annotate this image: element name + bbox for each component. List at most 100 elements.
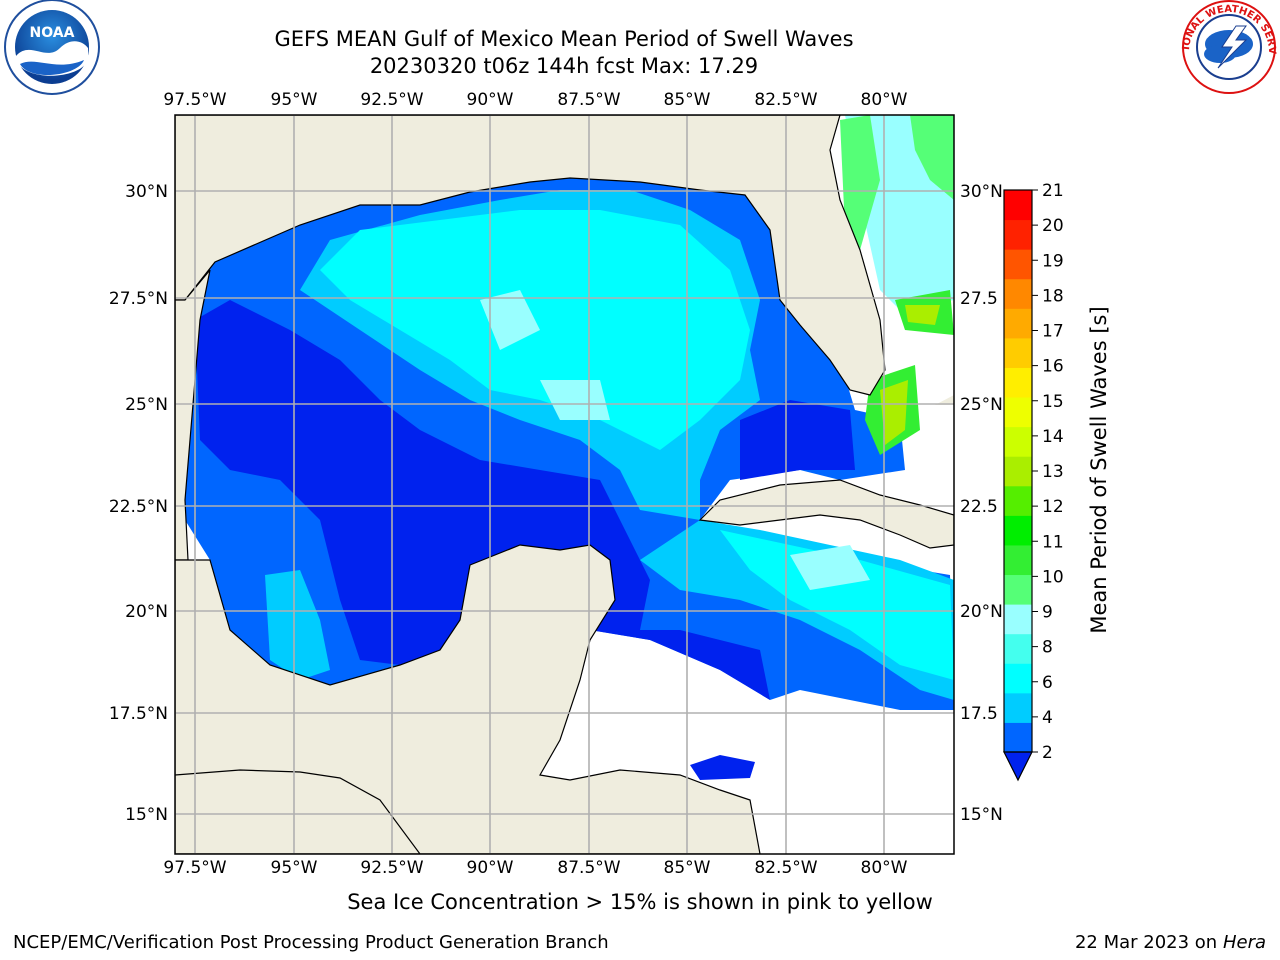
colorbar-segment bbox=[1004, 219, 1032, 250]
lat-labels-left: 30°N 27.5°N 25°N 22.5°N 20°N 17.5°N 15°N bbox=[109, 182, 168, 825]
colorbar-tick-label: 17 bbox=[1042, 322, 1064, 342]
chart-title: GEFS MEAN Gulf of Mexico Mean Period of … bbox=[274, 27, 854, 51]
lat-label: 27.5°N bbox=[109, 289, 168, 309]
colorbar-under-arrow bbox=[1003, 751, 1033, 782]
graticule bbox=[175, 115, 954, 854]
footer-left: NCEP/EMC/Verification Post Processing Pr… bbox=[13, 932, 609, 953]
noaa-logo: NOAA bbox=[4, 0, 100, 95]
colorbar-tick-label: 18 bbox=[1042, 286, 1064, 306]
lat-label: 27.5 bbox=[960, 289, 998, 309]
footer-date: 22 Mar 2023 on bbox=[1074, 932, 1218, 953]
colorbar-segment bbox=[1004, 692, 1032, 723]
land-bahamas bbox=[935, 395, 954, 405]
colorbar-segment bbox=[1004, 544, 1032, 576]
swell-region-under-2s-florida bbox=[740, 400, 855, 480]
lon-label: 90°W bbox=[467, 858, 514, 878]
colorbar-tick-label: 12 bbox=[1042, 497, 1064, 517]
lon-label: 87.5°W bbox=[557, 858, 620, 878]
colorbar-tick-label: 15 bbox=[1042, 392, 1064, 412]
colorbar-segment bbox=[1004, 722, 1032, 753]
colorbar-tick-label: 19 bbox=[1042, 251, 1064, 271]
footer-host: Hera bbox=[1222, 932, 1266, 953]
colorbar-tick-label: 10 bbox=[1042, 567, 1064, 587]
lat-label: 17.5 bbox=[960, 704, 998, 724]
lat-label: 20°N bbox=[960, 602, 1003, 622]
colorbar-segment bbox=[1004, 574, 1032, 605]
colorbar-segment bbox=[1004, 278, 1032, 309]
lon-label: 95°W bbox=[271, 858, 318, 878]
colorbar-tick-label: 14 bbox=[1042, 427, 1064, 447]
land-us-gulf-coast bbox=[175, 115, 886, 396]
colorbar-segment bbox=[1004, 367, 1032, 398]
colorbar-tick-label: 20 bbox=[1042, 216, 1064, 236]
lat-label: 25°N bbox=[125, 395, 168, 415]
colorbar-tick-label: 8 bbox=[1042, 638, 1053, 658]
swell-region-12-14s bbox=[880, 305, 940, 445]
swell-region-6-8s-caribbean bbox=[720, 530, 954, 680]
swell-region-under-2s-west bbox=[195, 300, 650, 665]
colorbar-segment bbox=[1004, 337, 1032, 368]
lon-label: 87.5°W bbox=[557, 90, 620, 110]
footer-right: 22 Mar 2023 on Hera bbox=[1075, 932, 1266, 953]
colorbar-segment bbox=[1004, 515, 1032, 546]
colorbar-segment bbox=[1004, 308, 1032, 339]
colorbar-tick-label: 13 bbox=[1042, 462, 1064, 482]
svg-text:NATIONAL WEATHER SERVICE: NATIONAL WEATHER SERVICE bbox=[0, 0, 1277, 55]
svg-text:NOAA: NOAA bbox=[30, 25, 75, 41]
lon-label: 95°W bbox=[271, 90, 318, 110]
colorbar-label: Mean Period of Swell Waves [s] bbox=[1087, 306, 1111, 633]
lat-labels-right: 30°N 27.5 25°N 22.5 20°N 17.5 15°N bbox=[960, 182, 1003, 825]
map-frame bbox=[174, 114, 955, 855]
lon-label: 85°W bbox=[664, 90, 711, 110]
land-cuba bbox=[698, 479, 954, 549]
lon-label: 80°W bbox=[861, 858, 908, 878]
colorbar-segment bbox=[1004, 485, 1032, 516]
lat-label: 22.5°N bbox=[109, 497, 168, 517]
lon-label: 92.5°W bbox=[360, 858, 423, 878]
colorbar-segment bbox=[1004, 426, 1032, 457]
lon-label: 97.5°W bbox=[163, 90, 226, 110]
lat-label: 22.5 bbox=[960, 497, 998, 517]
lon-labels-bottom: 97.5°W 95°W 92.5°W 90°W 87.5°W 85°W 82.5… bbox=[163, 858, 907, 878]
lon-label: 82.5°W bbox=[754, 90, 817, 110]
lon-label: 97.5°W bbox=[163, 858, 226, 878]
lon-labels-top: 97.5°W 95°W 92.5°W 90°W 87.5°W 85°W 82.5… bbox=[163, 90, 907, 110]
swell-region-under-2s-caribbean bbox=[690, 755, 755, 780]
colorbar-tick-label: 9 bbox=[1042, 603, 1053, 623]
lat-label: 30°N bbox=[960, 182, 1003, 202]
lon-label: 82.5°W bbox=[754, 858, 817, 878]
colorbar-tick-label: 4 bbox=[1042, 708, 1053, 728]
lon-label: 92.5°W bbox=[360, 90, 423, 110]
colorbar-segment bbox=[1004, 249, 1032, 280]
lat-label: 15°N bbox=[960, 805, 1003, 825]
colorbar-tick-label: 21 bbox=[1042, 181, 1064, 201]
swell-region-4-6s-west bbox=[265, 570, 330, 680]
lon-label: 90°W bbox=[467, 90, 514, 110]
colorbar-tick-label: 16 bbox=[1042, 357, 1064, 377]
lat-label: 17.5°N bbox=[109, 704, 168, 724]
colorbar-tick-label: 6 bbox=[1042, 673, 1053, 693]
colorbar-segment bbox=[1004, 397, 1032, 428]
colorbar-segment bbox=[1004, 604, 1032, 635]
colorbar-tick-label: 2 bbox=[1042, 743, 1053, 763]
lat-label: 30°N bbox=[125, 182, 168, 202]
colorbar: 2 4 6 8 9 10 11 12 13 14 15 16 17 18 19 20 21 bbox=[1003, 181, 1064, 782]
chart-subtitle: 20230320 t06z 144h fcst Max: 17.29 bbox=[369, 54, 759, 78]
national-weather-service-logo: NATIONAL WEATHER SERVICE bbox=[0, 0, 1277, 94]
lat-label: 20°N bbox=[125, 602, 168, 622]
colorbar-tick-label: 11 bbox=[1042, 532, 1064, 552]
lat-label: 15°N bbox=[125, 805, 168, 825]
lon-label: 80°W bbox=[861, 90, 908, 110]
swell-region-9-10s-atlantic bbox=[840, 115, 954, 250]
colorbar-segment bbox=[1004, 456, 1032, 487]
map-area bbox=[175, 115, 954, 854]
colorbar-segment bbox=[1004, 190, 1032, 221]
swell-region-8-9s bbox=[480, 290, 870, 590]
lon-label: 85°W bbox=[664, 858, 711, 878]
colorbar-segment bbox=[1004, 663, 1032, 694]
land-mexico bbox=[175, 544, 761, 854]
swell-region-under-2s-south bbox=[590, 630, 770, 700]
sea-ice-note: Sea Ice Concentration > 15% is shown in … bbox=[347, 890, 933, 914]
lat-label: 25°N bbox=[960, 395, 1003, 415]
